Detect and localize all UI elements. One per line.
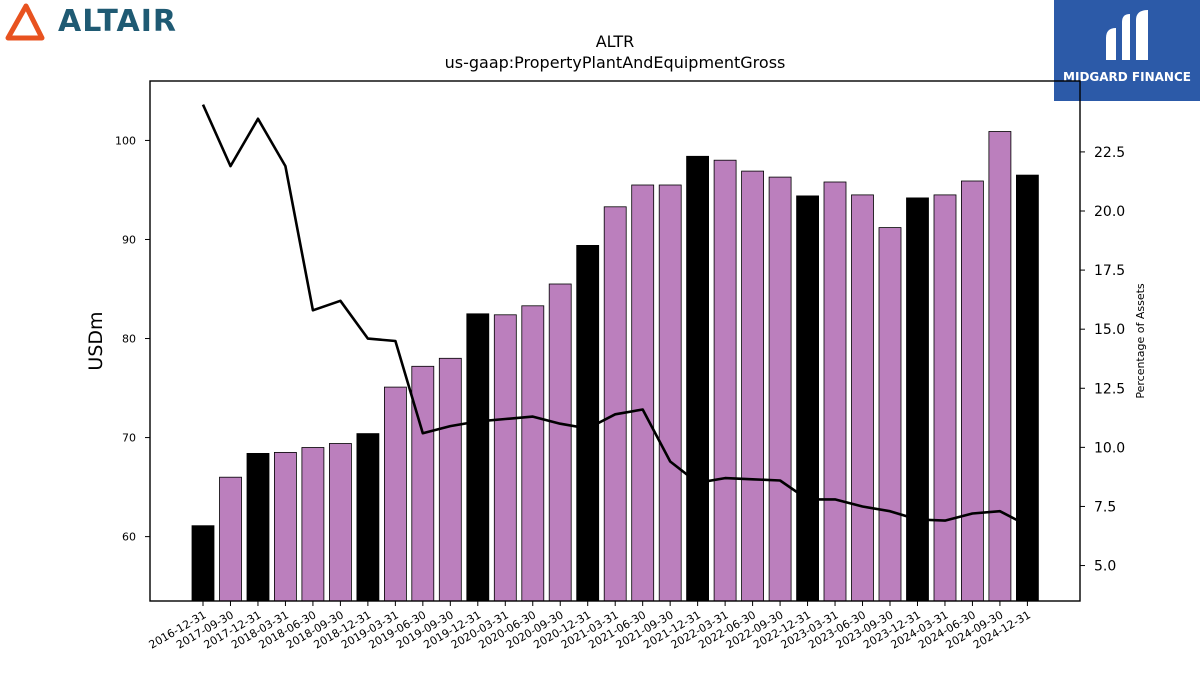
bar	[713, 159, 737, 602]
bar	[603, 206, 627, 602]
y-axis-label: USDm	[85, 311, 107, 370]
bar	[1016, 174, 1039, 602]
midgard-logo-text: MIDGARD FINANCE	[1063, 70, 1191, 84]
y2-tick-label: 17.5	[1094, 263, 1125, 279]
bar	[438, 357, 462, 602]
y2-tick-label: 22.5	[1094, 145, 1125, 161]
bar	[823, 181, 847, 602]
bar	[246, 452, 270, 602]
bar	[219, 476, 242, 602]
bar	[878, 227, 902, 602]
y2-tick-label: 7.5	[1094, 499, 1116, 515]
bar	[851, 194, 874, 602]
bar	[988, 131, 1012, 602]
bar	[548, 283, 572, 602]
percentage-line	[201, 104, 1028, 527]
bar	[466, 313, 490, 602]
bar	[933, 194, 957, 602]
y2-tick-label: 12.5	[1094, 381, 1125, 397]
bar	[686, 155, 709, 602]
chart-subtitle: us-gaap:PropertyPlantAndEquipmentGross	[444, 53, 786, 72]
bar	[273, 451, 297, 602]
bar	[301, 447, 325, 602]
bar	[961, 180, 984, 602]
chart-title: ALTR	[595, 32, 635, 51]
bar	[768, 176, 792, 602]
y2-tick-label: 15.0	[1094, 322, 1125, 338]
midgard-logo-icon	[1106, 10, 1148, 60]
y-tick-label: 100	[115, 134, 136, 147]
y2-axis-label: Percentage of Assets	[1134, 283, 1147, 399]
y2-tick-label: 5.0	[1094, 559, 1116, 575]
bar	[493, 314, 517, 602]
bar	[658, 184, 682, 602]
midgard-finance-logo: MIDGARD FINANCE	[1054, 0, 1200, 101]
y-tick-label: 80	[122, 333, 136, 346]
y-tick-label: 60	[122, 531, 136, 544]
bar	[191, 525, 215, 602]
bar	[796, 195, 819, 602]
bar	[741, 170, 764, 602]
altair-logo-text: ALTAIR	[58, 4, 177, 39]
y2-tick-label: 20.0	[1094, 204, 1125, 220]
bar	[356, 433, 380, 602]
y-tick-label: 90	[122, 233, 136, 246]
bar	[383, 386, 407, 602]
y2-tick-label: 10.0	[1094, 440, 1125, 456]
bar	[521, 305, 545, 602]
bar	[411, 365, 435, 602]
y-tick-label: 70	[122, 432, 136, 445]
altair-logo: ALTAIR	[4, 2, 194, 42]
altair-triangle-logo-icon	[5, 3, 45, 41]
bar	[631, 184, 655, 602]
bar	[328, 443, 352, 602]
bar	[906, 197, 929, 602]
